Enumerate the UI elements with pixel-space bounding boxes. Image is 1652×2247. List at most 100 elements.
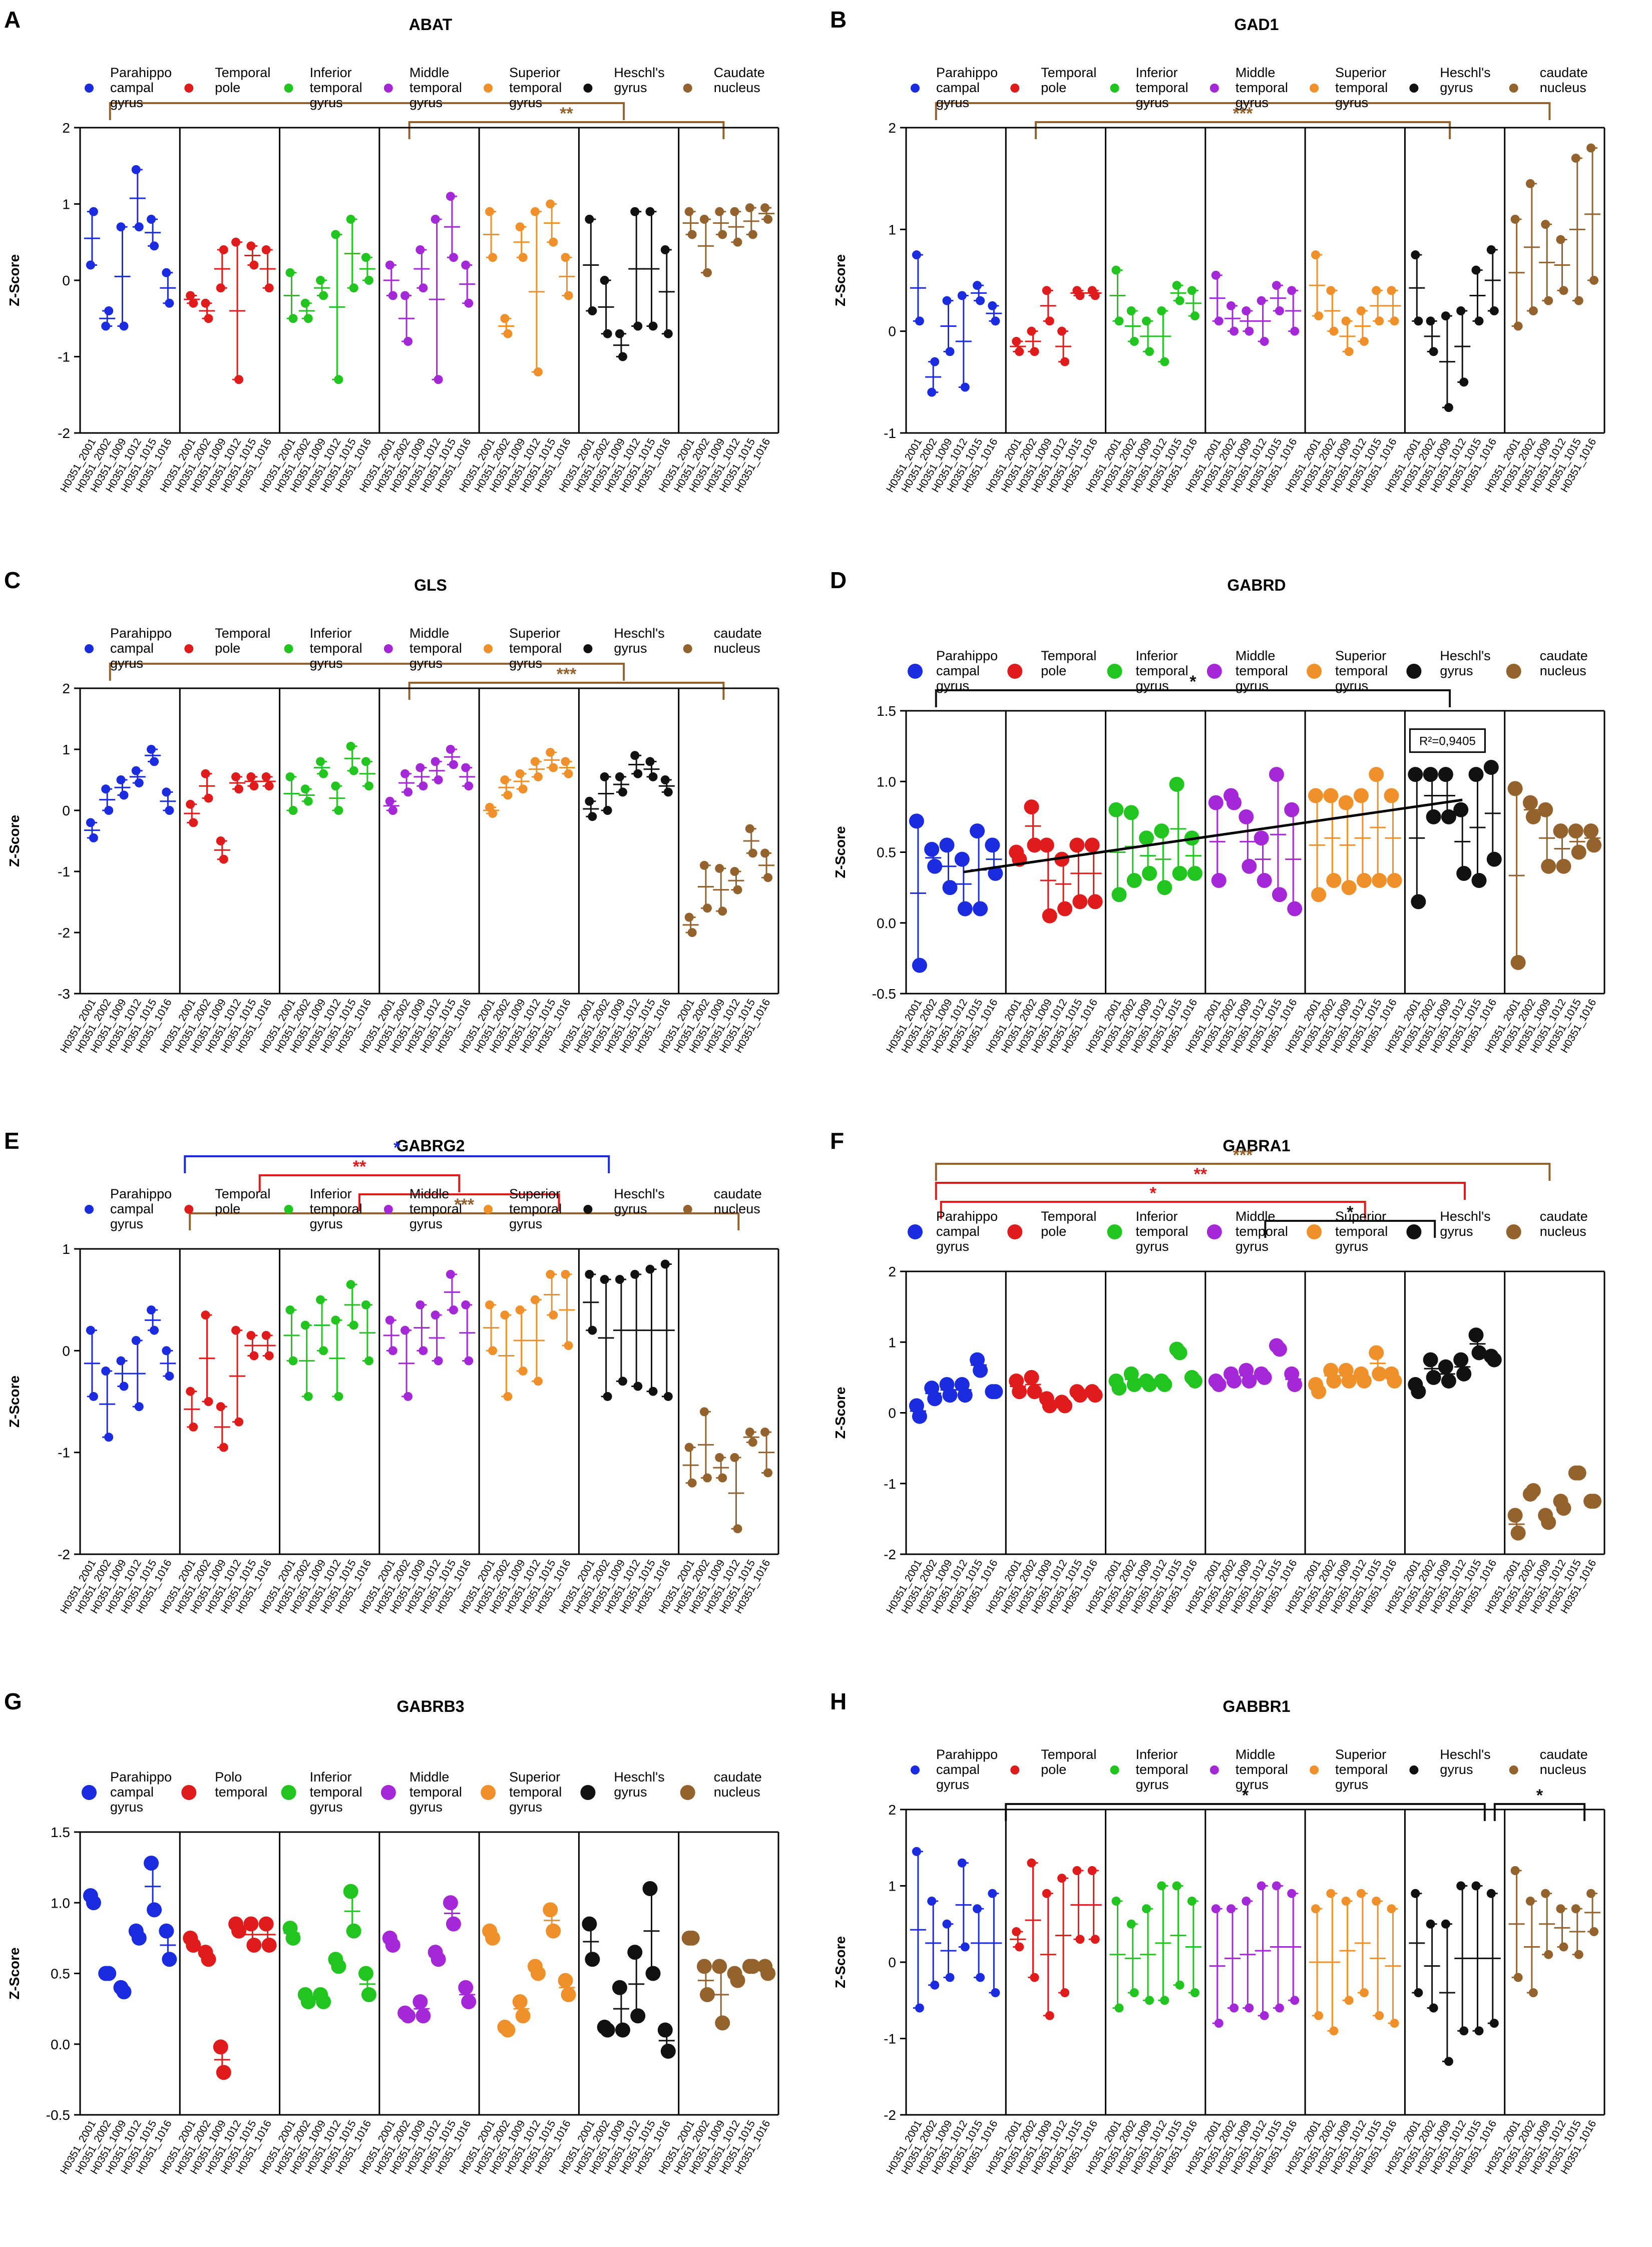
data-point (512, 1994, 528, 2009)
data-point (500, 775, 510, 784)
legend-label: caudate (1540, 1209, 1588, 1224)
data-point (1510, 215, 1520, 224)
legend-marker (1209, 1765, 1219, 1774)
legend-marker (484, 1205, 493, 1214)
data-point (615, 2022, 630, 2038)
data-point (431, 1310, 440, 1320)
legend-label: gyrus (409, 1216, 443, 1231)
y-tick-label: -1 (58, 864, 70, 879)
legend-label: nucleus (1540, 663, 1586, 678)
chart-title: GAD1 (1234, 16, 1279, 34)
legend-label: gyrus (310, 1216, 343, 1231)
y-tick-label: -2 (58, 425, 70, 441)
legend-label: Heschl's (614, 1769, 664, 1784)
data-point (204, 1397, 213, 1406)
legend-label: Temporal (1041, 1747, 1096, 1762)
data-point (1090, 291, 1100, 300)
data-point (1356, 873, 1372, 888)
legend-label: gyrus (110, 1216, 143, 1231)
data-point (1414, 1988, 1423, 1997)
data-point (144, 1856, 159, 1871)
legend-label: Middle (1235, 1209, 1276, 1224)
legend-label: gyrus (936, 95, 969, 110)
data-point (464, 781, 474, 791)
y-axis-label: Z-Score (833, 1387, 848, 1439)
data-point (1169, 776, 1184, 792)
legend-label: Inferior (310, 1769, 352, 1784)
data-point (150, 241, 159, 251)
y-tick-label: -1 (58, 349, 70, 365)
data-point (288, 806, 298, 815)
legend-marker (1509, 1765, 1518, 1774)
data-point (612, 1980, 627, 1995)
data-point (1087, 1866, 1097, 1875)
legend-label: temporal (509, 80, 562, 95)
legend-label: gyrus (509, 656, 542, 671)
data-point (1157, 306, 1166, 315)
data-point (1471, 1881, 1481, 1891)
significance-label: * (393, 1138, 400, 1157)
legend-label: temporal (1335, 80, 1388, 95)
data-point (264, 1351, 274, 1361)
data-point (1154, 823, 1169, 839)
data-point (585, 1269, 594, 1279)
data-point (1039, 837, 1054, 853)
data-point (1387, 286, 1396, 295)
data-point (1060, 357, 1070, 366)
data-point (446, 745, 455, 754)
data-point (1441, 1919, 1450, 1929)
legend-label: temporal (1335, 1224, 1388, 1239)
legend-marker (380, 1785, 396, 1800)
data-point (1226, 795, 1242, 810)
data-point (1411, 1384, 1426, 1400)
data-point (1456, 865, 1472, 881)
y-tick-label: 0 (888, 324, 896, 339)
data-point (1359, 337, 1369, 346)
data-point (165, 806, 174, 815)
data-point (1275, 2003, 1284, 2013)
data-point (231, 1923, 247, 1939)
data-point (1453, 802, 1469, 817)
data-point (582, 1916, 597, 1932)
data-point (1541, 1515, 1556, 1530)
data-point (162, 1346, 171, 1356)
legend-label: nucleus (1540, 80, 1586, 95)
significance-label: ** (353, 1157, 366, 1176)
data-point (1586, 1494, 1602, 1509)
data-point (443, 1895, 458, 1911)
data-point (416, 245, 425, 254)
legend-label: campal (936, 80, 980, 95)
data-point (147, 1902, 162, 1918)
y-tick-label: 1.5 (51, 1825, 70, 1840)
legend-marker (908, 1224, 923, 1239)
data-point (549, 763, 558, 772)
data-point (760, 1428, 770, 1437)
data-point (1538, 802, 1553, 817)
data-point (249, 1351, 259, 1361)
data-point (189, 818, 198, 827)
data-point (1012, 337, 1021, 346)
data-point (991, 316, 1000, 326)
legend-label: Heschl's (614, 1186, 664, 1201)
data-point (1114, 316, 1124, 326)
data-point (1544, 1950, 1553, 1959)
legend-label: gyrus (1235, 678, 1269, 693)
legend-label: campal (936, 1224, 980, 1239)
legend-label: campal (110, 1201, 154, 1216)
data-point (385, 260, 394, 270)
data-point (1042, 908, 1057, 924)
data-point (1057, 1398, 1073, 1414)
data-point (954, 851, 970, 867)
data-point (600, 772, 609, 781)
data-point (1326, 286, 1336, 295)
data-point (334, 1392, 343, 1401)
data-point (684, 1443, 694, 1452)
panel-letter: B (830, 7, 847, 33)
data-point (261, 1330, 271, 1340)
data-point (1257, 873, 1272, 888)
legend-marker (1010, 1765, 1020, 1774)
y-tick-label: -1 (884, 425, 896, 441)
data-point (976, 1973, 985, 1982)
data-point (1242, 1897, 1251, 1906)
data-point (561, 1269, 570, 1279)
